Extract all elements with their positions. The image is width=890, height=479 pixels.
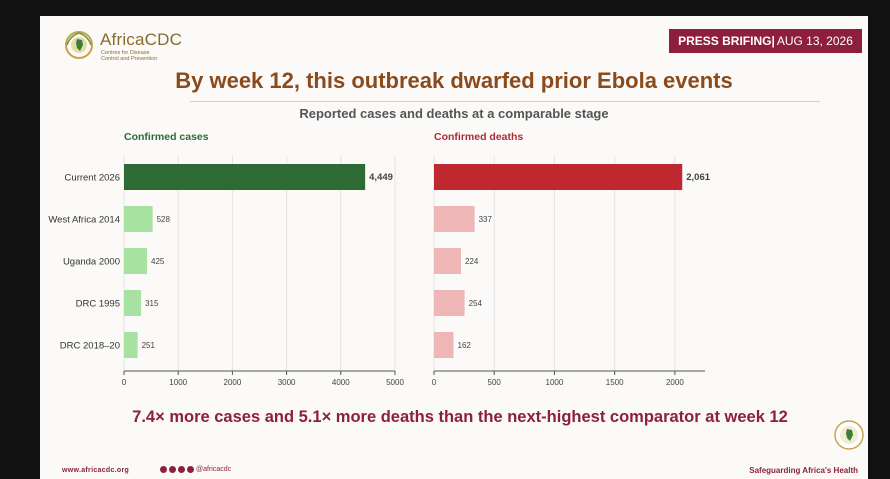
tick-label: 1000 xyxy=(169,378,187,387)
footer-social-handle: @africacdc xyxy=(196,466,232,473)
press-separator: | xyxy=(771,34,775,48)
bar xyxy=(434,332,454,358)
press-label: PRESS BRIFING xyxy=(678,34,772,48)
bar-value-label: 254 xyxy=(469,299,483,308)
slide-title: By week 12, this outbreak dwarfed prior … xyxy=(175,68,733,93)
logo-subtitle: Centres for Disease Control and Preventi… xyxy=(101,50,158,62)
africacdc-logo: AfricaCDC Centres for Disease Control an… xyxy=(64,28,214,64)
bar xyxy=(124,248,148,274)
bar xyxy=(124,290,142,316)
bar-value-label: 337 xyxy=(479,215,493,224)
footer-social-links: @africacdc xyxy=(160,466,231,473)
bar xyxy=(434,290,465,316)
africacdc-emblem-icon xyxy=(65,31,93,59)
bar-value-label: 4,449 xyxy=(369,172,393,183)
panel-title: Confirmed cases xyxy=(124,131,209,143)
tick-label: 0 xyxy=(432,378,437,387)
title-divider xyxy=(190,101,820,102)
comparison-bar-chart: Reported cases and deaths at a comparabl… xyxy=(48,106,710,387)
press-date: AUG 13, 2026 xyxy=(776,34,853,48)
bar xyxy=(124,332,138,358)
instagram-social-icon[interactable] xyxy=(187,466,194,473)
tick-label: 4000 xyxy=(332,378,350,387)
bar xyxy=(124,206,153,232)
panel-title: Confirmed deaths xyxy=(434,131,523,143)
logo-name: AfricaCDC xyxy=(100,30,183,49)
category-label: DRC 1995 xyxy=(76,299,120,310)
category-label: Current 2026 xyxy=(65,173,120,184)
bar-value-label: 315 xyxy=(145,299,159,308)
tick-label: 2000 xyxy=(666,378,684,387)
bar xyxy=(434,164,683,190)
bar xyxy=(124,164,366,190)
tick-label: 500 xyxy=(488,378,502,387)
x-social-icon[interactable] xyxy=(160,466,167,473)
tick-label: 0 xyxy=(122,378,127,387)
tick-label: 2000 xyxy=(224,378,242,387)
slide: AfricaCDC Centres for Disease Control an… xyxy=(40,16,868,479)
tick-label: 1000 xyxy=(546,378,564,387)
tick-label: 5000 xyxy=(386,378,404,387)
category-label: West Africa 2014 xyxy=(48,215,120,226)
bar-value-label: 425 xyxy=(151,257,165,266)
bar-value-label: 224 xyxy=(465,257,479,266)
bar xyxy=(434,206,475,232)
bar-value-label: 2,061 xyxy=(686,172,710,183)
footer-website[interactable]: www.africacdc.org xyxy=(62,467,130,474)
bar-value-label: 528 xyxy=(157,215,171,224)
tick-label: 1500 xyxy=(606,378,624,387)
press-briefing-badge: PRESS BRIFING | AUG 13, 2026 xyxy=(669,29,862,53)
facebook-social-icon[interactable] xyxy=(169,466,176,473)
chart-title: Reported cases and deaths at a comparabl… xyxy=(299,106,608,121)
category-label: Uganda 2000 xyxy=(63,257,120,268)
bar xyxy=(434,248,461,274)
category-label: DRC 2018–20 xyxy=(60,341,120,352)
africa-seal-icon xyxy=(834,420,864,450)
youtube-social-icon[interactable] xyxy=(178,466,185,473)
footer-tagline: Safeguarding Africa's Health xyxy=(749,466,858,475)
bar-value-label: 162 xyxy=(458,341,472,350)
key-finding-text: 7.4× more cases and 5.1× more deaths tha… xyxy=(132,408,788,426)
tick-label: 3000 xyxy=(278,378,296,387)
bar-value-label: 251 xyxy=(142,341,156,350)
